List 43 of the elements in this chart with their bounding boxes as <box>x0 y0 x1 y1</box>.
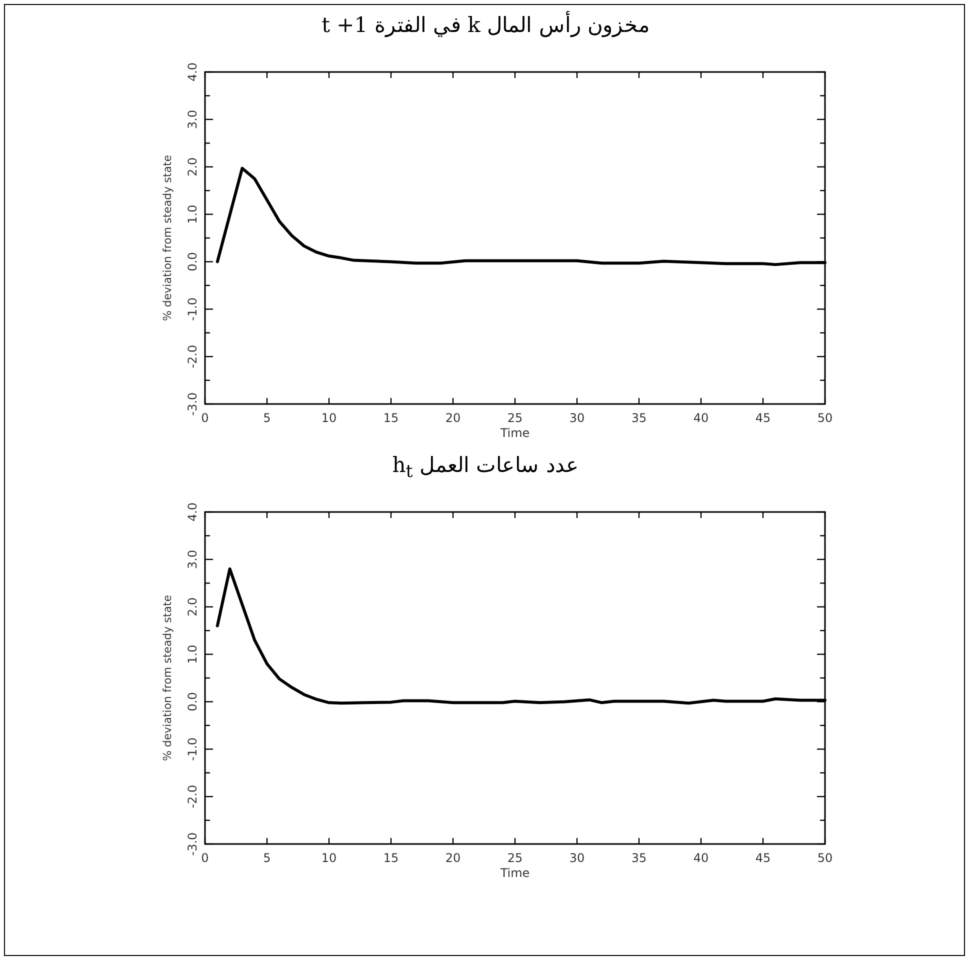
y-tick-label: 3.0 <box>185 110 200 129</box>
x-tick-label: 10 <box>321 411 337 425</box>
x-tick-label: 50 <box>817 411 833 425</box>
y-tick-label: -3.0 <box>185 392 200 416</box>
x-tick-label: 5 <box>263 851 271 865</box>
x-axis-title: Time <box>499 426 530 440</box>
x-tick-label: 40 <box>693 411 709 425</box>
x-tick-label: 25 <box>507 851 523 865</box>
x-axis-title: Time <box>499 866 530 880</box>
x-tick-label: 35 <box>631 411 647 425</box>
y-tick-label: 3.0 <box>185 550 200 569</box>
x-tick-label: 0 <box>201 411 209 425</box>
x-tick-label: 35 <box>631 851 647 865</box>
x-tick-label: 20 <box>445 411 461 425</box>
y-axis-title: % deviation from steady state <box>161 154 174 322</box>
x-tick-label: 0 <box>201 851 209 865</box>
chart-title: مخزون رأس المال k في الفترة t +1 <box>320 10 650 40</box>
x-tick-label: 45 <box>755 851 771 865</box>
x-tick-label: 50 <box>817 851 833 865</box>
y-tick-label: 1.0 <box>185 644 200 664</box>
y-tick-label: 2.0 <box>185 597 200 616</box>
x-tick-label: 45 <box>755 411 771 425</box>
y-tick-label: 2.0 <box>185 157 200 176</box>
y-tick-label: 0.0 <box>185 692 200 712</box>
x-tick-label: 15 <box>383 411 399 425</box>
x-tick-label: 25 <box>507 411 523 425</box>
y-tick-label: 1.0 <box>185 204 200 224</box>
y-tick-label: 0.0 <box>185 252 200 272</box>
x-tick-label: 30 <box>569 411 585 425</box>
y-tick-label: -3.0 <box>185 832 200 856</box>
y-tick-label: 4.0 <box>185 502 200 522</box>
y-tick-label: -1.0 <box>185 737 200 761</box>
x-tick-label: 15 <box>383 851 399 865</box>
y-axis-title: % deviation from steady state <box>161 594 174 762</box>
x-tick-label: 20 <box>445 851 461 865</box>
y-tick-label: -1.0 <box>185 297 200 321</box>
x-tick-label: 30 <box>569 851 585 865</box>
x-tick-label: 10 <box>321 851 337 865</box>
y-tick-label: -2.0 <box>185 344 200 368</box>
x-tick-label: 40 <box>693 851 709 865</box>
y-tick-label: 4.0 <box>185 62 200 82</box>
x-tick-label: 5 <box>263 411 271 425</box>
y-tick-label: -2.0 <box>185 784 200 808</box>
